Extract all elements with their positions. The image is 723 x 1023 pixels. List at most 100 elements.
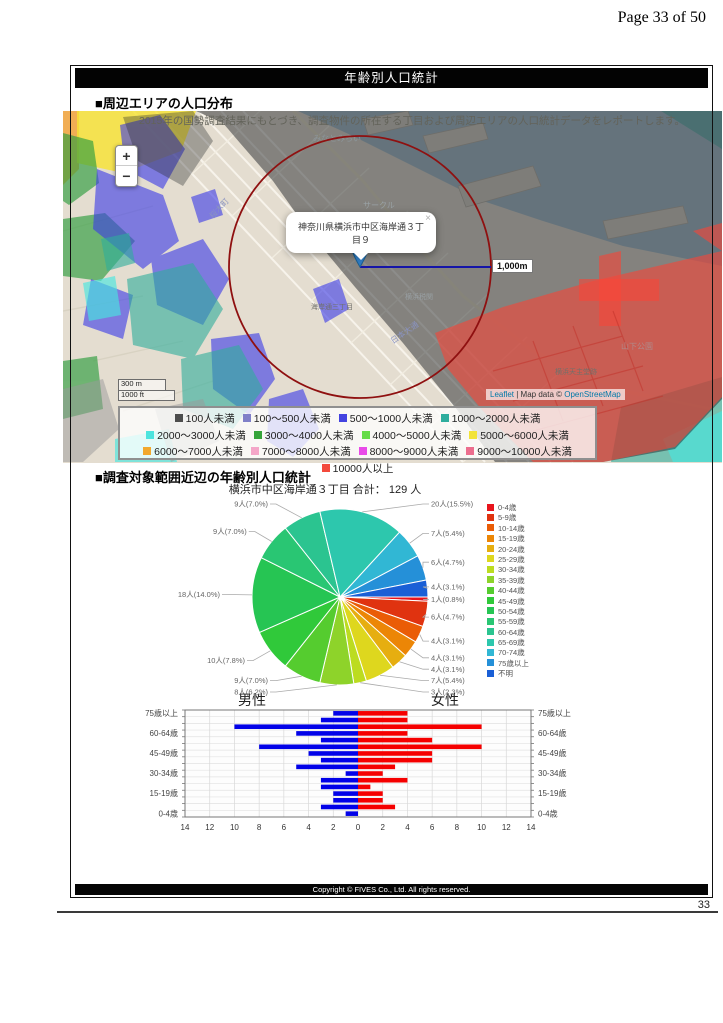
legend-color-chip bbox=[487, 576, 494, 584]
legend-color-chip bbox=[487, 659, 494, 667]
male-bar bbox=[320, 757, 358, 763]
map-legend-item: 5000～6000人未満 bbox=[469, 430, 569, 442]
legend-color-chip bbox=[146, 430, 155, 439]
pie-legend-item: 20-24歳 bbox=[487, 545, 529, 555]
map-legend-item: 100人未満 bbox=[174, 413, 235, 425]
pie-chart: 20人(15.5%) 7人(5.4%) 6人(4.7%) 4人(3.1%) 1人(0.8… bbox=[178, 500, 474, 697]
scale-imperial: 1000 ft bbox=[118, 390, 175, 401]
legend-color-chip bbox=[466, 447, 475, 456]
pie-legend-item: 55-59歳 bbox=[487, 617, 529, 627]
osm-link[interactable]: OpenStreetMap bbox=[564, 390, 621, 399]
age-group-label-left: 75歳以上 bbox=[145, 708, 178, 718]
map-legend-item: 500～1000人未満 bbox=[338, 413, 433, 425]
legend-color-chip bbox=[487, 524, 494, 532]
female-bar bbox=[358, 791, 383, 796]
zoom-out-button[interactable]: − bbox=[116, 166, 137, 186]
pie-slice-label: 1人(0.8%) bbox=[431, 595, 465, 604]
map-legend-item: 2000～3000人未満 bbox=[146, 430, 246, 442]
x-axis-tick-label: 10 bbox=[477, 823, 486, 832]
x-axis-tick-label: 4 bbox=[405, 823, 410, 832]
x-axis-tick-label: 14 bbox=[527, 823, 536, 832]
female-bar bbox=[358, 771, 383, 776]
female-bar bbox=[358, 711, 408, 716]
male-bar bbox=[320, 737, 358, 743]
x-axis-tick-label: 14 bbox=[181, 823, 190, 832]
popup-address: 神奈川県横浜市中区海岸通３丁目９ bbox=[297, 222, 424, 245]
male-bar bbox=[296, 731, 358, 736]
pie-legend-item: 45-49歳 bbox=[487, 597, 529, 607]
pie-slice-label: 8人(6.2%) bbox=[234, 688, 268, 697]
attribution-text: | Map data © bbox=[514, 390, 565, 399]
map-place-label: サークル bbox=[363, 201, 395, 210]
legend-color-chip bbox=[487, 513, 494, 521]
female-bar bbox=[358, 797, 383, 803]
copyright-text: Copyright © FIVES Co., Ltd. All rights r… bbox=[312, 885, 471, 894]
pie-legend-item: 不明 bbox=[487, 669, 529, 679]
map-legend-item: 8000～9000人未満 bbox=[358, 446, 458, 458]
legend-color-chip bbox=[487, 586, 494, 594]
map[interactable]: みなとみらい サークル 桜木町 海岸通三丁目 横浜税関 日本大通 山下公園 横浜天主堂跡 bbox=[62, 83, 723, 463]
x-axis-tick-label: 6 bbox=[430, 823, 435, 832]
pie-legend-item: 35-39歳 bbox=[487, 576, 529, 586]
map-legend-item: 1000～2000人未満 bbox=[440, 413, 540, 425]
map-legend-item: 6000～7000人未満 bbox=[143, 446, 243, 458]
female-bar bbox=[358, 751, 433, 756]
age-group-label-right: 45-49歳 bbox=[538, 748, 566, 758]
age-group-label-left: 60-64歳 bbox=[150, 728, 178, 738]
pie-slice-label: 18人(14.0%) bbox=[178, 590, 221, 599]
page-number: 33 bbox=[697, 899, 710, 911]
x-axis-tick-label: 8 bbox=[455, 823, 460, 832]
age-group-label-left: 0-4歳 bbox=[158, 808, 178, 818]
zoom-in-button[interactable]: + bbox=[116, 146, 137, 166]
female-bar bbox=[358, 737, 433, 743]
legend-color-chip bbox=[487, 638, 494, 646]
legend-color-chip bbox=[253, 430, 262, 439]
pie-slice bbox=[251, 557, 341, 633]
map-legend-item: 9000～10000人未満 bbox=[466, 446, 572, 458]
close-icon[interactable]: × bbox=[425, 213, 431, 224]
male-bar bbox=[296, 764, 358, 770]
male-bar bbox=[345, 771, 358, 776]
age-group-label-right: 30-34歳 bbox=[538, 768, 566, 778]
female-bar bbox=[358, 764, 396, 770]
pie-slice-label: 4人(3.1%) bbox=[431, 665, 465, 674]
legend-color-chip bbox=[469, 430, 478, 439]
legend-color-chip bbox=[321, 463, 330, 472]
legend-color-chip bbox=[487, 648, 494, 656]
x-axis-tick-label: 12 bbox=[502, 823, 511, 832]
legend-color-chip bbox=[487, 617, 494, 625]
map-zoom-control: + − bbox=[115, 145, 138, 187]
legend-color-chip bbox=[242, 414, 251, 422]
map-place-label: 横浜税関 bbox=[405, 292, 433, 301]
pie-slice-label: 9人(7.0%) bbox=[234, 676, 268, 685]
bottom-rule bbox=[57, 911, 718, 913]
leaflet-link[interactable]: Leaflet bbox=[490, 390, 515, 399]
legend-color-chip bbox=[143, 447, 152, 456]
female-title: 女性 bbox=[431, 693, 459, 708]
pie-legend-item: 50-54歳 bbox=[487, 607, 529, 617]
legend-color-chip bbox=[487, 503, 494, 511]
area-distribution-description: 2015年の国勢調査結果にもとづき、調査物件の所在する丁目および周辺エリアの人口… bbox=[139, 115, 685, 127]
legend-color-chip bbox=[487, 669, 494, 677]
male-title: 男性 bbox=[238, 693, 266, 708]
map-legend-item: 3000～4000人未満 bbox=[253, 430, 354, 442]
age-group-label-right: 0-4歳 bbox=[538, 808, 558, 818]
footer-bar: Copyright © FIVES Co., Ltd. All rights r… bbox=[75, 884, 708, 895]
pie-slice-label: 4人(3.1%) bbox=[431, 583, 465, 592]
pie-slice-label: 9人(7.0%) bbox=[213, 527, 247, 536]
legend-color-chip bbox=[358, 447, 367, 456]
pie-chart-legend: 0-4歳 5-9歳 10-14歳 15-19歳 20-24歳 25-29歳 30-34歳 35… bbox=[487, 503, 529, 680]
female-bar bbox=[358, 724, 482, 730]
pie-legend-item: 10-14歳 bbox=[487, 524, 529, 534]
x-axis-tick-label: 0 bbox=[356, 823, 361, 832]
pie-slice-label: 6人(4.7%) bbox=[431, 613, 465, 622]
scale-metric: 300 m bbox=[118, 379, 166, 390]
legend-color-chip bbox=[487, 545, 494, 553]
female-bar bbox=[358, 744, 482, 750]
pie-slice-label: 7人(5.4%) bbox=[431, 676, 465, 685]
pie-slice-label: 4人(3.1%) bbox=[431, 653, 465, 662]
x-axis-tick-label: 4 bbox=[306, 823, 311, 832]
pie-legend-item: 65-69歳 bbox=[487, 638, 529, 648]
x-axis-tick-label: 10 bbox=[230, 823, 239, 832]
